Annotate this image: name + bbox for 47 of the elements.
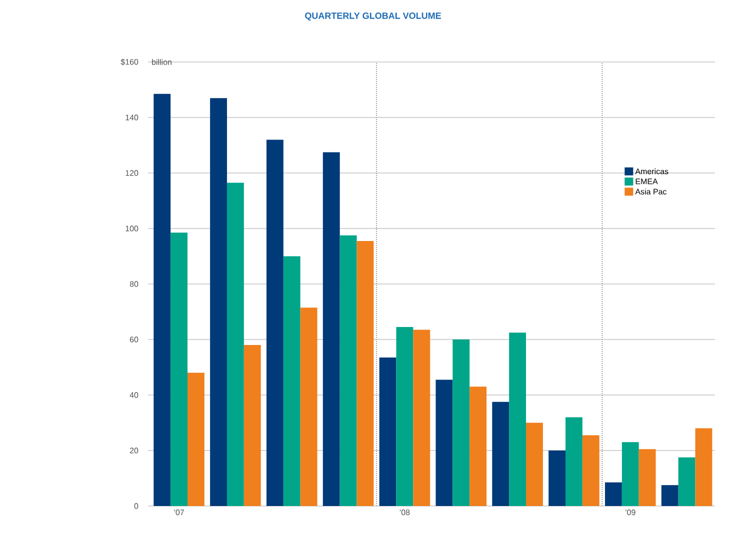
bar xyxy=(436,380,453,506)
y-tick-label: 120 xyxy=(126,170,138,176)
bar xyxy=(509,332,526,506)
x-tick-label: ’08 xyxy=(400,510,410,516)
y-tick-label: 140 xyxy=(126,114,138,120)
bar xyxy=(582,435,600,506)
bar xyxy=(604,482,622,506)
bar xyxy=(622,442,639,506)
x-tick-label: ’07 xyxy=(174,510,184,516)
bar xyxy=(661,485,678,506)
y-axis-title: billion xyxy=(152,59,172,65)
bar xyxy=(548,450,566,506)
y-tick-label: 80 xyxy=(130,281,138,287)
bar xyxy=(470,386,487,506)
bar xyxy=(396,327,414,506)
bar xyxy=(413,330,430,506)
bar xyxy=(210,98,227,506)
bar xyxy=(266,140,284,506)
bar xyxy=(678,457,696,506)
bar xyxy=(565,417,582,506)
bar xyxy=(300,308,318,506)
bar xyxy=(356,240,374,506)
x-tick-label: ’09 xyxy=(626,510,636,516)
y-tick-label: 100 xyxy=(126,226,138,232)
y-tick-label: $160 xyxy=(120,58,138,66)
bar xyxy=(695,428,712,506)
legend-label: Asia Pac xyxy=(635,188,667,194)
bar xyxy=(638,449,656,506)
bar xyxy=(379,358,396,506)
bar xyxy=(322,152,340,506)
legend-label: Americas xyxy=(635,168,668,174)
bar xyxy=(526,422,543,506)
bar xyxy=(226,182,244,506)
y-tick-label: 0 xyxy=(134,503,138,509)
bar xyxy=(244,345,261,506)
y-tick-label: 60 xyxy=(130,336,138,342)
bar xyxy=(283,256,300,506)
y-tick-label: 20 xyxy=(130,448,138,454)
y-tick-label: 40 xyxy=(130,392,138,398)
chart-title: QUARTERLY GLOBAL VOLUME xyxy=(305,12,441,21)
bar xyxy=(170,232,188,506)
bar xyxy=(452,340,470,506)
legend-label: EMEA xyxy=(636,178,658,184)
bar xyxy=(154,94,171,506)
bar xyxy=(492,402,510,506)
bar xyxy=(340,235,357,506)
bar xyxy=(187,372,204,506)
